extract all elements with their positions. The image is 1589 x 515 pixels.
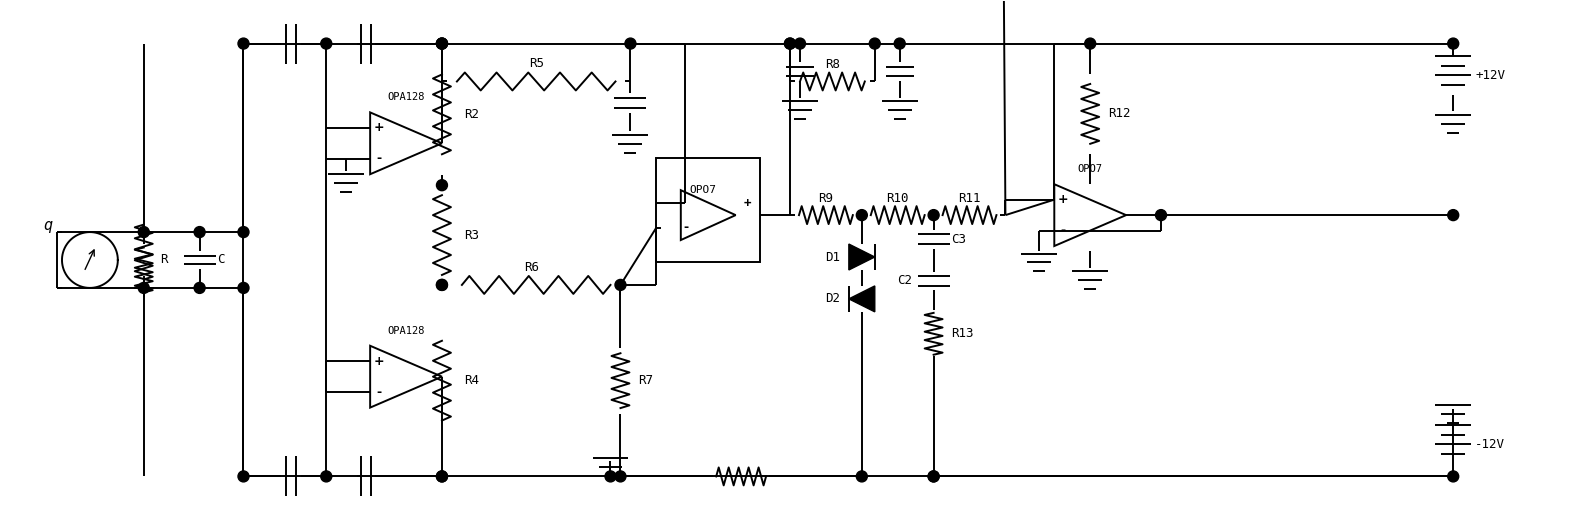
Bar xyxy=(656,158,760,262)
Circle shape xyxy=(437,38,448,49)
Circle shape xyxy=(238,38,249,49)
Circle shape xyxy=(1448,210,1459,220)
Circle shape xyxy=(321,471,332,482)
Circle shape xyxy=(785,38,796,49)
Circle shape xyxy=(321,38,332,49)
Text: R11: R11 xyxy=(958,192,980,204)
Text: -: - xyxy=(377,152,381,165)
Text: R13: R13 xyxy=(952,328,974,340)
Circle shape xyxy=(1085,38,1096,49)
Circle shape xyxy=(928,210,939,220)
Text: -12V: -12V xyxy=(1475,438,1505,451)
Circle shape xyxy=(1448,471,1459,482)
Text: R12: R12 xyxy=(1108,108,1131,121)
Circle shape xyxy=(615,471,626,482)
Circle shape xyxy=(785,38,796,49)
Text: -: - xyxy=(683,221,688,234)
Text: R9: R9 xyxy=(818,192,833,204)
Circle shape xyxy=(238,282,249,294)
Circle shape xyxy=(895,38,906,49)
Circle shape xyxy=(869,38,880,49)
Circle shape xyxy=(615,280,626,290)
Circle shape xyxy=(437,280,448,290)
Circle shape xyxy=(794,38,806,49)
Circle shape xyxy=(605,471,617,482)
Circle shape xyxy=(238,471,249,482)
Circle shape xyxy=(138,227,149,237)
Circle shape xyxy=(437,38,448,49)
Text: D1: D1 xyxy=(825,250,841,264)
Polygon shape xyxy=(849,286,876,312)
Text: R8: R8 xyxy=(825,58,841,71)
Text: R7: R7 xyxy=(639,374,653,387)
Text: OPO7: OPO7 xyxy=(1077,164,1103,174)
Circle shape xyxy=(1448,38,1459,49)
Circle shape xyxy=(194,282,205,294)
Circle shape xyxy=(437,471,448,482)
Circle shape xyxy=(194,227,205,237)
Text: R3: R3 xyxy=(464,229,478,242)
Text: +: + xyxy=(373,355,385,368)
Text: +12V: +12V xyxy=(1475,69,1505,82)
Text: OPA128: OPA128 xyxy=(388,326,424,336)
Text: R5: R5 xyxy=(529,57,543,70)
Circle shape xyxy=(928,471,939,482)
Text: q: q xyxy=(43,218,52,233)
Polygon shape xyxy=(849,244,876,270)
Circle shape xyxy=(437,180,448,191)
Text: OPO7: OPO7 xyxy=(690,185,717,195)
Circle shape xyxy=(437,38,448,49)
Circle shape xyxy=(856,210,868,220)
Circle shape xyxy=(238,227,249,237)
Text: -: - xyxy=(1061,224,1066,237)
Text: R6: R6 xyxy=(524,262,539,274)
Text: -: - xyxy=(377,386,381,399)
Text: +: + xyxy=(373,122,385,134)
Text: D2: D2 xyxy=(825,293,841,305)
Circle shape xyxy=(624,38,636,49)
Text: C: C xyxy=(218,253,226,266)
Text: +: + xyxy=(744,197,752,210)
Circle shape xyxy=(928,471,939,482)
Text: OPA128: OPA128 xyxy=(388,92,424,102)
Text: R10: R10 xyxy=(887,192,909,204)
Circle shape xyxy=(138,282,149,294)
Circle shape xyxy=(437,471,448,482)
Circle shape xyxy=(856,471,868,482)
Text: C3: C3 xyxy=(952,233,966,246)
Text: R: R xyxy=(160,253,167,266)
Text: R4: R4 xyxy=(464,374,478,387)
Text: +: + xyxy=(1058,193,1068,206)
Text: R2: R2 xyxy=(464,108,478,121)
Text: C2: C2 xyxy=(896,274,912,287)
Circle shape xyxy=(437,280,448,290)
Circle shape xyxy=(1155,210,1166,220)
